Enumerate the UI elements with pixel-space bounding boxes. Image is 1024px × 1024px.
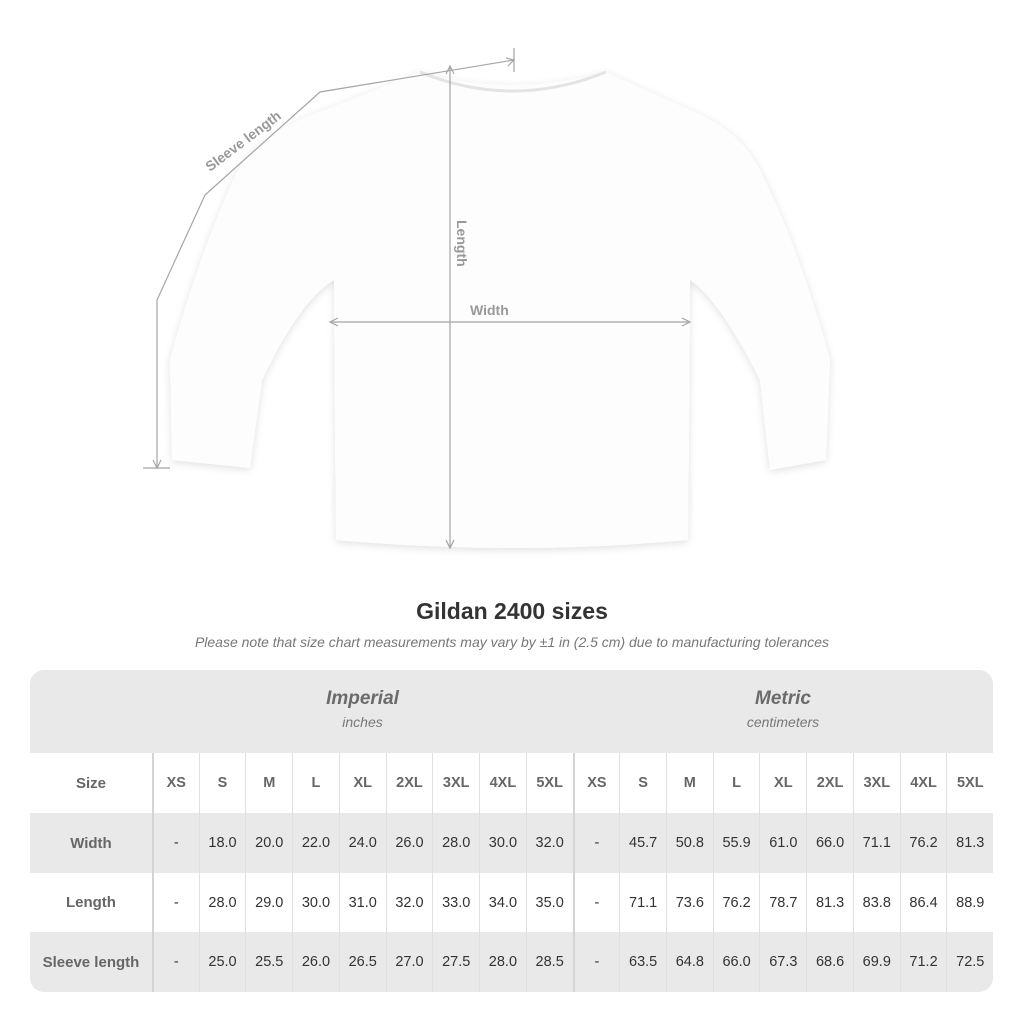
table-cell: 72.5	[946, 932, 993, 992]
size-header: XS	[572, 753, 620, 813]
table-cell: 86.4	[899, 873, 947, 932]
table-cell: -	[151, 873, 199, 932]
table-cell: 33.0	[432, 873, 479, 932]
table-cell: 76.2	[899, 813, 947, 873]
table-cell: 30.0	[292, 873, 339, 932]
table-cell: 78.7	[759, 873, 806, 932]
table-cell: -	[151, 932, 199, 992]
table-row: Width -18.0 20.0 22.0 24.0 26.0 28.0 30.0 32.0-4…	[30, 813, 993, 873]
table-cell: 63.5	[619, 932, 666, 992]
size-header: S	[619, 753, 666, 813]
size-header: M	[665, 753, 713, 813]
table-cell: 28.5	[525, 932, 573, 992]
table-cell: 88.9	[946, 873, 993, 932]
row-label: Width	[70, 834, 112, 852]
size-header: 5XL	[525, 753, 573, 813]
size-header-row: Size XS S M L XL 2XL 3XL 4XL 5XL XS S M L XL 2XL 3XL 4XL 5…	[30, 753, 993, 813]
shirt-diagram: Sleeve length Length Width	[143, 48, 830, 550]
size-header: L	[712, 753, 760, 813]
size-header: 5XL	[946, 753, 993, 813]
table-cell: 50.8	[665, 813, 713, 873]
table-cell: 26.0	[385, 813, 433, 873]
size-header: 4XL	[479, 753, 526, 813]
imperial-header: Imperial inches	[152, 670, 573, 753]
table-cell: 32.0	[385, 873, 433, 932]
size-header: L	[292, 753, 339, 813]
table-cell: -	[572, 813, 620, 873]
table-cell: 27.5	[432, 932, 479, 992]
table-cell: 66.0	[712, 932, 760, 992]
row-label: Length	[65, 894, 116, 911]
metric-header: Metric centimeters	[573, 670, 993, 753]
size-header: S	[198, 753, 246, 813]
table-cell: 22.0	[292, 813, 339, 873]
table-cell: -	[151, 813, 199, 873]
size-header: 4XL	[899, 753, 947, 813]
table-row: Sleeve length -25.0 25.5 26.0 26.5 27.0 27.5 28…	[30, 932, 993, 992]
table-cell: 67.3	[759, 932, 806, 992]
table-cell: 24.0	[338, 813, 386, 873]
tolerance-note: Please note that size chart measurements…	[194, 634, 830, 650]
imperial-unit: inches	[342, 714, 383, 730]
table-cell: 83.8	[852, 873, 900, 932]
table-cell: -	[572, 932, 620, 992]
table-cell: 27.0	[385, 932, 433, 992]
table-cell: 81.3	[946, 813, 993, 873]
table-cell: 34.0	[479, 873, 526, 932]
table-cell: 81.3	[806, 873, 853, 932]
table-cell: 18.0	[198, 813, 246, 873]
size-table: Imperial inches Metric centimeters Size X…	[30, 670, 993, 992]
table-cell: 64.8	[665, 932, 713, 992]
table-cell: 28.0	[479, 932, 526, 992]
sleeve-length-guide	[156, 59, 515, 468]
width-label: Width	[470, 302, 509, 318]
table-cell: 71.1	[619, 873, 666, 932]
table-cell: 28.0	[198, 873, 246, 932]
table-cell: 71.1	[852, 813, 900, 873]
table-cell: 69.9	[852, 932, 900, 992]
table-cell: 35.0	[525, 873, 573, 932]
table-cell: 71.2	[899, 932, 947, 992]
metric-title: Metric	[755, 688, 811, 709]
table-row: Length -28.0 29.0 30.0 31.0 32.0 33.0 34.0 35.0-…	[30, 873, 993, 932]
table-cell: 28.0	[432, 813, 479, 873]
table-cell: 66.0	[806, 813, 853, 873]
row-label: Size	[75, 774, 106, 792]
table-cell: 61.0	[759, 813, 806, 873]
size-header: 2XL	[806, 753, 853, 813]
shirt-body	[170, 72, 830, 548]
table-cell: 25.0	[198, 932, 246, 992]
imperial-title: Imperial	[326, 688, 399, 709]
size-header: 2XL	[385, 753, 433, 813]
table-cell: 76.2	[712, 873, 760, 932]
table-cell: 26.5	[338, 932, 386, 992]
size-header: 3XL	[852, 753, 900, 813]
table-cell: 55.9	[712, 813, 760, 873]
size-header: 3XL	[432, 753, 479, 813]
page-title: Gildan 2400 sizes	[416, 598, 608, 624]
table-cell: 73.6	[665, 873, 713, 932]
row-label: Sleeve length	[42, 953, 140, 971]
size-header: M	[245, 753, 292, 813]
table-cell: 20.0	[245, 813, 292, 873]
table-cell: 26.0	[292, 932, 339, 992]
table-cell: 30.0	[479, 813, 526, 873]
length-label: Length	[454, 220, 470, 267]
metric-unit: centimeters	[746, 714, 820, 730]
table-cell: 32.0	[525, 813, 573, 873]
table-cell: 25.5	[245, 932, 292, 992]
size-header: XL	[759, 753, 806, 813]
table-cell: 68.6	[806, 932, 853, 992]
table-cell: 31.0	[338, 873, 386, 932]
table-cell: 29.0	[245, 873, 292, 932]
size-header: XL	[338, 753, 386, 813]
table-cell: 45.7	[619, 813, 666, 873]
size-header: XS	[151, 753, 199, 813]
table-cell: -	[572, 873, 620, 932]
